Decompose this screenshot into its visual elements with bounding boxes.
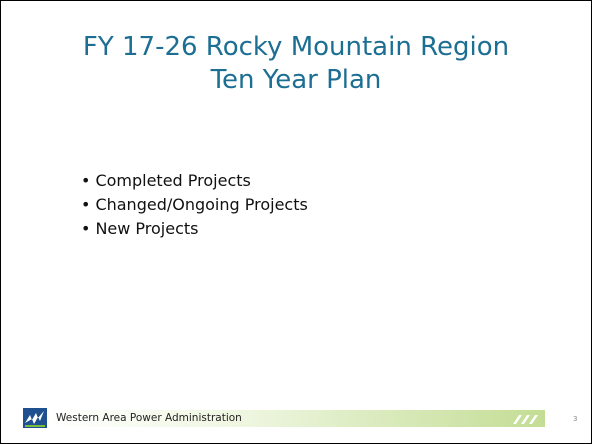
footer-mark xyxy=(513,415,538,424)
title-line: FY 17-26 Rocky Mountain Region xyxy=(82,32,510,62)
bullet: New Projects xyxy=(81,217,308,241)
footer-bar xyxy=(45,410,545,427)
slide-title: FY 17-26 Rocky Mountain Region Ten Year … xyxy=(1,31,591,97)
page-number: 3 xyxy=(573,415,578,423)
bullet: Completed Projects xyxy=(81,169,308,193)
logo xyxy=(23,408,47,428)
bullet: Changed/Ongoing Projects xyxy=(81,193,307,217)
bullet-list: Completed Projects Changed/Ongoing Proje… xyxy=(81,169,308,241)
footer-text: Western Area Power Administration xyxy=(56,412,242,424)
title-line: Ten Year Plan xyxy=(210,65,382,95)
